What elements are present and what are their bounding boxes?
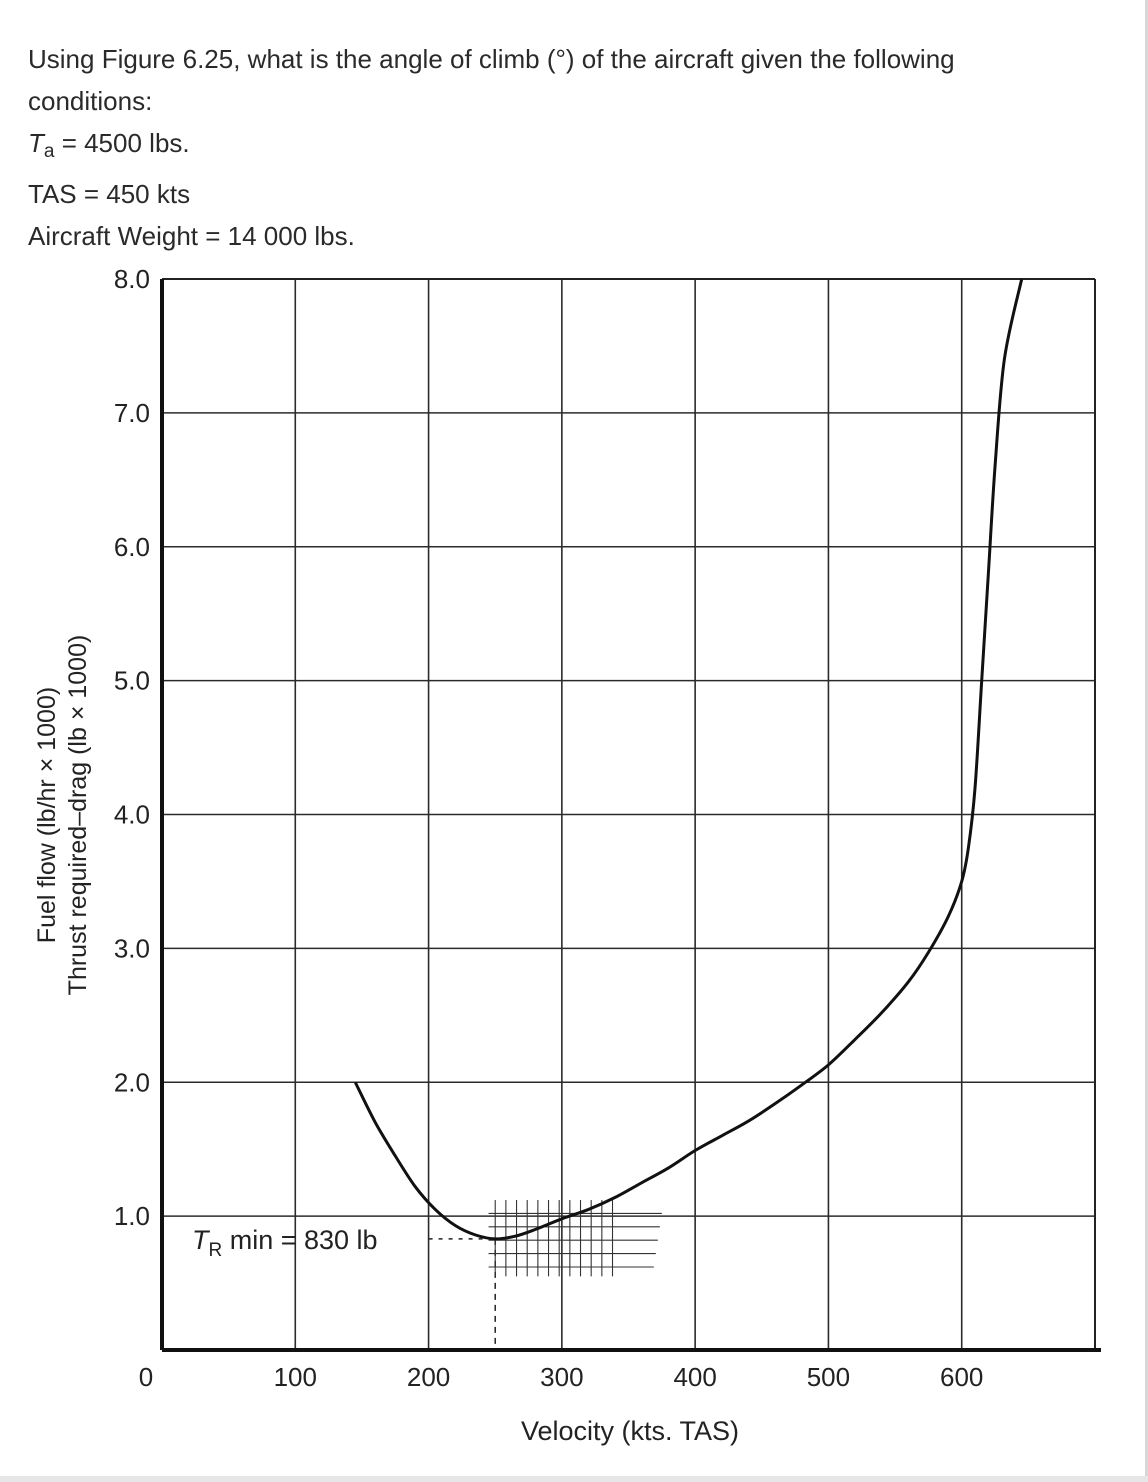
ta-value: = 4500 lbs. [54,128,190,158]
question-line-1: Using Figure 6.25, what is the angle of … [28,44,955,74]
x-tick-label: 100 [274,1362,317,1392]
y-tick-label: 2.0 [114,1067,150,1097]
x-axis-label: Velocity (kts. TAS) [521,1416,739,1446]
x-tick-label: 600 [940,1362,983,1392]
y-tick-label: 7.0 [114,398,150,428]
page-edge [1145,0,1148,1482]
y-axis-label-fuel-flow: Fuel flow (lb/hr × 1000) [33,687,61,943]
x-tick-label: 200 [407,1362,450,1392]
condition-thrust-available: Ta = 4500 lbs. [28,122,1108,173]
y-axis-label-thrust: Thrust required–drag (lb × 1000) [64,635,92,996]
y-tick-label: 5.0 [114,666,150,696]
ta-subscript: a [43,141,55,162]
ta-symbol: T [28,128,44,158]
chart-labels: Velocity (kts. TAS) Fuel flow (lb/hr × 1… [33,264,983,1446]
y-tick-label: 6.0 [114,532,150,562]
tr-min-annotation: TR min = 830 lb [192,1225,378,1261]
y-tick-label: 3.0 [114,933,150,963]
tr-subscript: R [209,1240,223,1261]
chart-grid [162,279,1095,1350]
question-line-2: conditions: [28,86,153,116]
question-text: Using Figure 6.25, what is the angle of … [28,38,1108,257]
y-tick-label: 4.0 [114,800,150,830]
x-tick-label: 300 [540,1362,583,1392]
thrust-required-curve [353,278,1024,1241]
hatch-marks [428,1200,662,1350]
chart-series [353,278,1024,1241]
condition-tas: TAS = 450 kts [28,179,191,209]
condition-weight: Aircraft Weight = 14 000 lbs. [28,221,355,251]
tr-symbol: T [192,1225,211,1255]
x-tick-label: 400 [673,1362,716,1392]
y-tick-label: 8.0 [114,264,150,294]
x-tick-label: 500 [807,1362,850,1392]
chart-frame [160,278,1101,1352]
x-tick-label: 0 [139,1362,153,1392]
y-tick-label: 1.0 [114,1201,150,1231]
tr-min-text: min = 830 lb [222,1225,377,1255]
page-bottom-edge [0,1476,1148,1482]
